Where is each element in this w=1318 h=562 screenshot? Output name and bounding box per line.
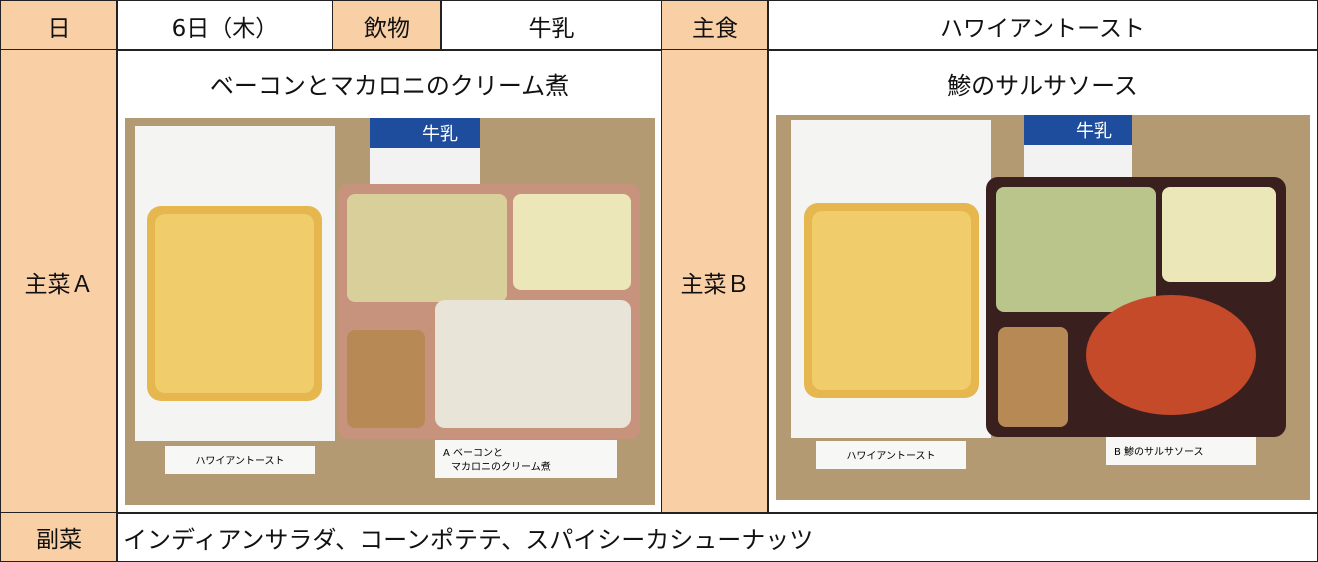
carton-text: 牛乳 [422,124,458,145]
main-b-photo: 牛乳 ハワイアントースト B 鯵のサルサソース [776,115,1310,500]
side-text: インディアンサラダ、コーンポテテ、スパイシーカシューナッツ [116,512,1318,562]
side-label: 副菜 [0,512,118,562]
toast-top [812,211,971,390]
card [816,441,966,469]
carton-text: 牛乳 [1076,121,1112,142]
nuts [998,327,1068,427]
salad [996,187,1156,312]
carton-band [370,118,480,148]
main-a-label: 主菜Ａ [0,49,118,514]
drink-label: 飲物 [332,0,442,51]
main-a-photo: 牛乳 ハワイアントースト A ベーコンと マカロニのクリーム煮 [125,118,655,505]
card [165,446,315,474]
main-b-label: 主菜Ｂ [661,49,769,514]
card [1106,437,1256,465]
card-text: A ベーコンと [443,447,503,459]
salsa [1086,295,1256,415]
carton-band [1024,115,1132,145]
salad [347,194,507,302]
toast-top [155,214,314,393]
day-label: 日 [0,0,118,51]
staple: ハワイアントースト [767,0,1318,51]
day: 6日（木） [116,0,334,51]
potato [513,194,631,290]
staple-label: 主食 [661,0,769,51]
card-text: ハワイアントースト [195,456,284,467]
card-text: ハワイアントースト [846,451,935,462]
drink: 牛乳 [440,0,663,51]
card-text: マカロニのクリーム煮 [451,461,551,473]
main-a-title: ベーコンとマカロニのクリーム煮 [209,72,570,100]
card [435,440,617,478]
cream-stew [435,300,631,428]
nuts [347,330,425,428]
potato [1162,187,1276,282]
main-b-title: 鯵のサルサソース [947,72,1138,100]
card-text: B 鯵のサルサソース [1114,445,1204,458]
